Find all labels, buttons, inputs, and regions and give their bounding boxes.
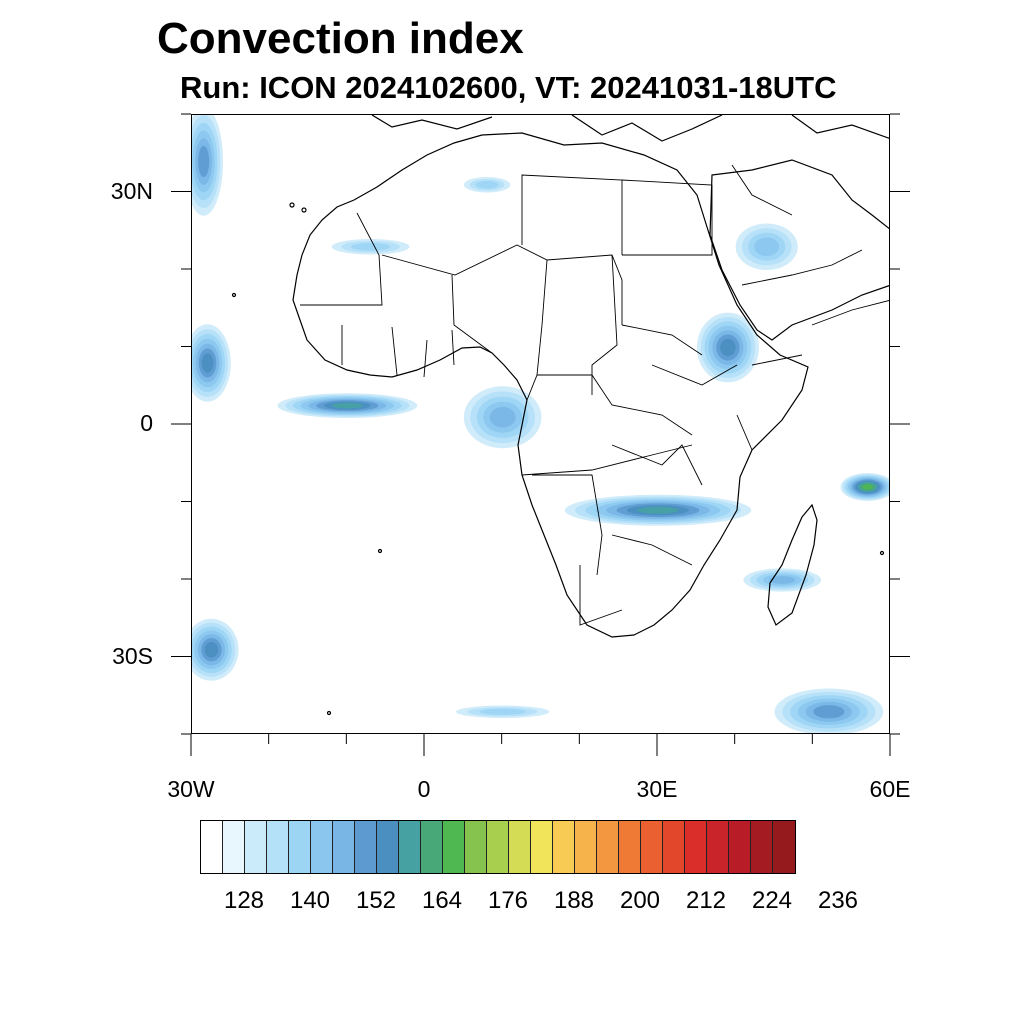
colorbar-cell [575,821,597,873]
colorbar-label: 212 [685,887,727,914]
colorbar-label: 140 [289,887,331,914]
africa-coastline [292,132,809,638]
colorbar-cell [443,821,465,873]
colorbar-cell [685,821,707,873]
colorbar-cell [597,821,619,873]
colorbar-cell [553,821,575,873]
colorbar [200,820,796,874]
y-tick-label: 30S [112,642,153,669]
convection-contour [475,180,499,189]
convection-area [463,386,542,449]
colorbar-cell [509,821,531,873]
colorbar-cell [663,821,685,873]
convection-contour [198,146,210,177]
europe-coastline [371,115,889,142]
colorbar-cell [289,821,311,873]
convection-area [463,177,511,193]
colorbar-cell [707,821,729,873]
convection-contour [204,642,219,658]
arabia-coastline [709,159,889,341]
convection-area [735,223,798,270]
convection-area [774,688,884,733]
convection-area [192,115,224,216]
colorbar-cell [487,821,509,873]
colorbar-cell [421,821,443,873]
convection-contour [489,406,516,428]
colorbar-cell [751,821,773,873]
coastline-layer [231,115,889,716]
convection-area [564,494,752,526]
colorbar-label: 236 [817,887,859,914]
convection-area [331,239,410,255]
map-svg [192,115,889,733]
convection-contour [351,242,391,251]
convection-contour [769,576,796,584]
colorbar-label: 164 [421,887,463,914]
convection-layer [192,115,889,733]
colorbar-label: 224 [751,887,793,914]
country-borders [300,164,889,626]
colorbar-label: 176 [487,887,529,914]
colorbar-cell [267,821,289,873]
convection-contour [331,402,363,409]
y-tick-label: 30N [110,177,153,204]
colorbar-cell [399,821,421,873]
colorbar-cell [773,821,795,873]
convection-contour [754,237,780,257]
x-tick-label: 60E [869,776,911,802]
colorbar-cell [355,821,377,873]
convection-area [277,393,418,419]
colorbar-cell [311,821,333,873]
x-tick-label: 0 [417,776,431,802]
convection-contour [862,484,873,490]
colorbar-cell [333,821,355,873]
colorbar-cell [223,821,245,873]
colorbar-cell [245,821,267,873]
colorbar-cell [619,821,641,873]
x-tick-label: 30W [167,776,215,802]
convection-contour [637,506,679,514]
colorbar-cell [201,821,223,873]
madagascar-coastline [767,503,818,626]
colorbar-label: 188 [553,887,595,914]
colorbar-cell [531,821,553,873]
chart-title: Convection index [157,14,524,63]
colorbar-label: 152 [355,887,397,914]
convection-contour [201,353,214,373]
colorbar-cell [465,821,487,873]
convection-contour [720,338,736,357]
colorbar-cell [377,821,399,873]
map-area [191,114,890,734]
colorbar-label: 128 [223,887,265,914]
x-tick-label: 30E [636,776,678,802]
convection-area [192,324,231,402]
convection-contour [813,705,845,719]
chart-subtitle: Run: ICON 2024102600, VT: 20241031-18UTC [180,70,837,105]
convection-area [456,705,550,718]
convection-area [192,618,239,681]
convection-area [840,473,889,501]
y-tick-label: 0 [140,410,153,436]
convection-area [696,312,759,383]
colorbar-cell [641,821,663,873]
colorbar-cell [729,821,751,873]
colorbar-label: 200 [619,887,661,914]
convection-contour [479,708,526,715]
